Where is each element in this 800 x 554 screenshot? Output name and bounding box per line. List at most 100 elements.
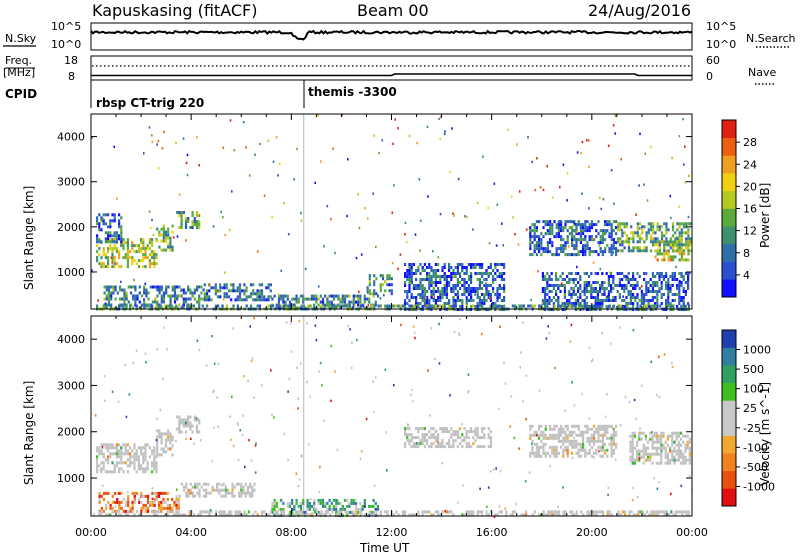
heatmap-speckle bbox=[531, 442, 533, 445]
heatmap-cell bbox=[498, 287, 501, 290]
heatmap-cell bbox=[531, 241, 534, 245]
heatmap-cell bbox=[404, 510, 407, 514]
heatmap-cell bbox=[577, 232, 580, 236]
heatmap-cell bbox=[649, 228, 653, 232]
heatmap-cell bbox=[151, 452, 154, 456]
heatmap-cell bbox=[109, 513, 112, 517]
heatmap-cell bbox=[596, 296, 599, 299]
heatmap-speckle bbox=[461, 423, 463, 426]
heatmap-cell bbox=[485, 287, 488, 290]
heatmap-cell bbox=[573, 439, 576, 443]
heatmap-cell bbox=[551, 436, 554, 440]
heatmap-cell bbox=[167, 294, 170, 298]
heatmap-cell bbox=[118, 222, 121, 226]
heatmap-cell bbox=[573, 424, 576, 428]
heatmap-cell bbox=[246, 488, 249, 492]
heatmap-cell bbox=[494, 293, 497, 296]
heatmap-speckle bbox=[217, 425, 219, 428]
heatmap-cell bbox=[592, 296, 595, 299]
heatmap-cell bbox=[546, 302, 549, 305]
velocity-ylabel: Slant Range [km] bbox=[22, 381, 36, 485]
heatmap-cell bbox=[650, 510, 653, 514]
heatmap-cell bbox=[665, 252, 668, 256]
heatmap-cell bbox=[500, 272, 503, 275]
heatmap-cell bbox=[205, 488, 208, 492]
heatmap-cell bbox=[553, 454, 556, 458]
heatmap-cell bbox=[175, 503, 178, 507]
heatmap-cell bbox=[689, 249, 692, 253]
heatmap-speckle bbox=[296, 147, 298, 151]
heatmap-cell bbox=[175, 513, 178, 517]
heatmap-cell bbox=[156, 453, 159, 457]
heatmap-cell bbox=[137, 244, 140, 248]
heatmap-cell bbox=[642, 443, 645, 447]
heatmap-cell bbox=[687, 252, 690, 256]
heatmap-cell bbox=[557, 299, 560, 302]
heatmap-cell bbox=[160, 288, 163, 292]
heatmap-speckle bbox=[663, 353, 666, 356]
heatmap-cell bbox=[118, 250, 121, 254]
heatmap-speckle bbox=[287, 390, 289, 393]
heatmap-cell bbox=[688, 437, 691, 441]
heatmap-cell bbox=[156, 300, 159, 304]
heatmap-cell bbox=[441, 304, 444, 308]
heatmap-cell bbox=[410, 263, 413, 266]
heatmap-cell bbox=[645, 284, 648, 287]
heatmap-cell bbox=[579, 275, 582, 278]
heatmap-cell bbox=[404, 430, 407, 434]
heatmap-speckle bbox=[598, 244, 601, 247]
heatmap-cell bbox=[227, 488, 230, 492]
heatmap-cell bbox=[408, 433, 411, 437]
heatmap-cell bbox=[144, 506, 147, 510]
heatmap-cell bbox=[107, 455, 110, 459]
heatmap-cell bbox=[136, 297, 139, 301]
heatmap-cell bbox=[675, 452, 678, 456]
heatmap-cell bbox=[496, 263, 499, 266]
heatmap-cell bbox=[564, 424, 567, 428]
heatmap-cell bbox=[610, 250, 613, 254]
heatmap-cell bbox=[180, 294, 183, 298]
heatmap-cell bbox=[652, 304, 655, 308]
heatmap-cell bbox=[522, 304, 525, 308]
heatmap-cell bbox=[258, 304, 261, 308]
heatmap-cell bbox=[478, 278, 481, 281]
heatmap-cell bbox=[244, 482, 247, 486]
heatmap-cell bbox=[302, 498, 305, 502]
heatmap-cell bbox=[210, 298, 213, 302]
heatmap-cell bbox=[640, 293, 643, 296]
heatmap-cell bbox=[319, 300, 322, 304]
heatmap-cell bbox=[594, 290, 597, 293]
heatmap-cell bbox=[439, 513, 442, 517]
heatmap-cell bbox=[544, 302, 547, 305]
heatmap-cell bbox=[155, 256, 158, 260]
heatmap-cell bbox=[415, 427, 418, 431]
heatmap-speckle bbox=[110, 256, 113, 259]
heatmap-cell bbox=[568, 293, 571, 296]
power-colorbar-label: Power [dB] bbox=[758, 183, 772, 248]
heatmap-cell bbox=[563, 287, 566, 290]
heatmap-cell bbox=[459, 272, 462, 275]
heatmap-cell bbox=[140, 250, 143, 254]
heatmap-cell bbox=[441, 510, 444, 514]
heatmap-cell bbox=[155, 464, 158, 468]
heatmap-cell bbox=[223, 286, 226, 290]
heatmap-cell bbox=[456, 299, 459, 302]
heatmap-cell bbox=[684, 461, 687, 465]
heatmap-cell bbox=[140, 294, 144, 298]
heatmap-cell bbox=[470, 263, 473, 266]
heatmap-cell bbox=[432, 304, 435, 308]
heatmap-cell bbox=[156, 444, 159, 448]
heatmap-cell bbox=[439, 304, 442, 308]
heatmap-cell bbox=[586, 439, 589, 443]
heatmap-cell bbox=[360, 510, 363, 514]
heatmap-cell bbox=[463, 266, 466, 269]
heatmap-cell bbox=[632, 287, 635, 290]
heatmap-cell bbox=[376, 504, 380, 508]
heatmap-cell bbox=[154, 285, 157, 289]
heatmap-cell bbox=[102, 509, 106, 513]
heatmap-cell bbox=[133, 500, 136, 504]
heatmap-cell bbox=[671, 452, 674, 456]
heatmap-cell bbox=[160, 447, 163, 451]
heatmap-cell bbox=[621, 284, 624, 287]
heatmap-cell bbox=[550, 272, 553, 275]
